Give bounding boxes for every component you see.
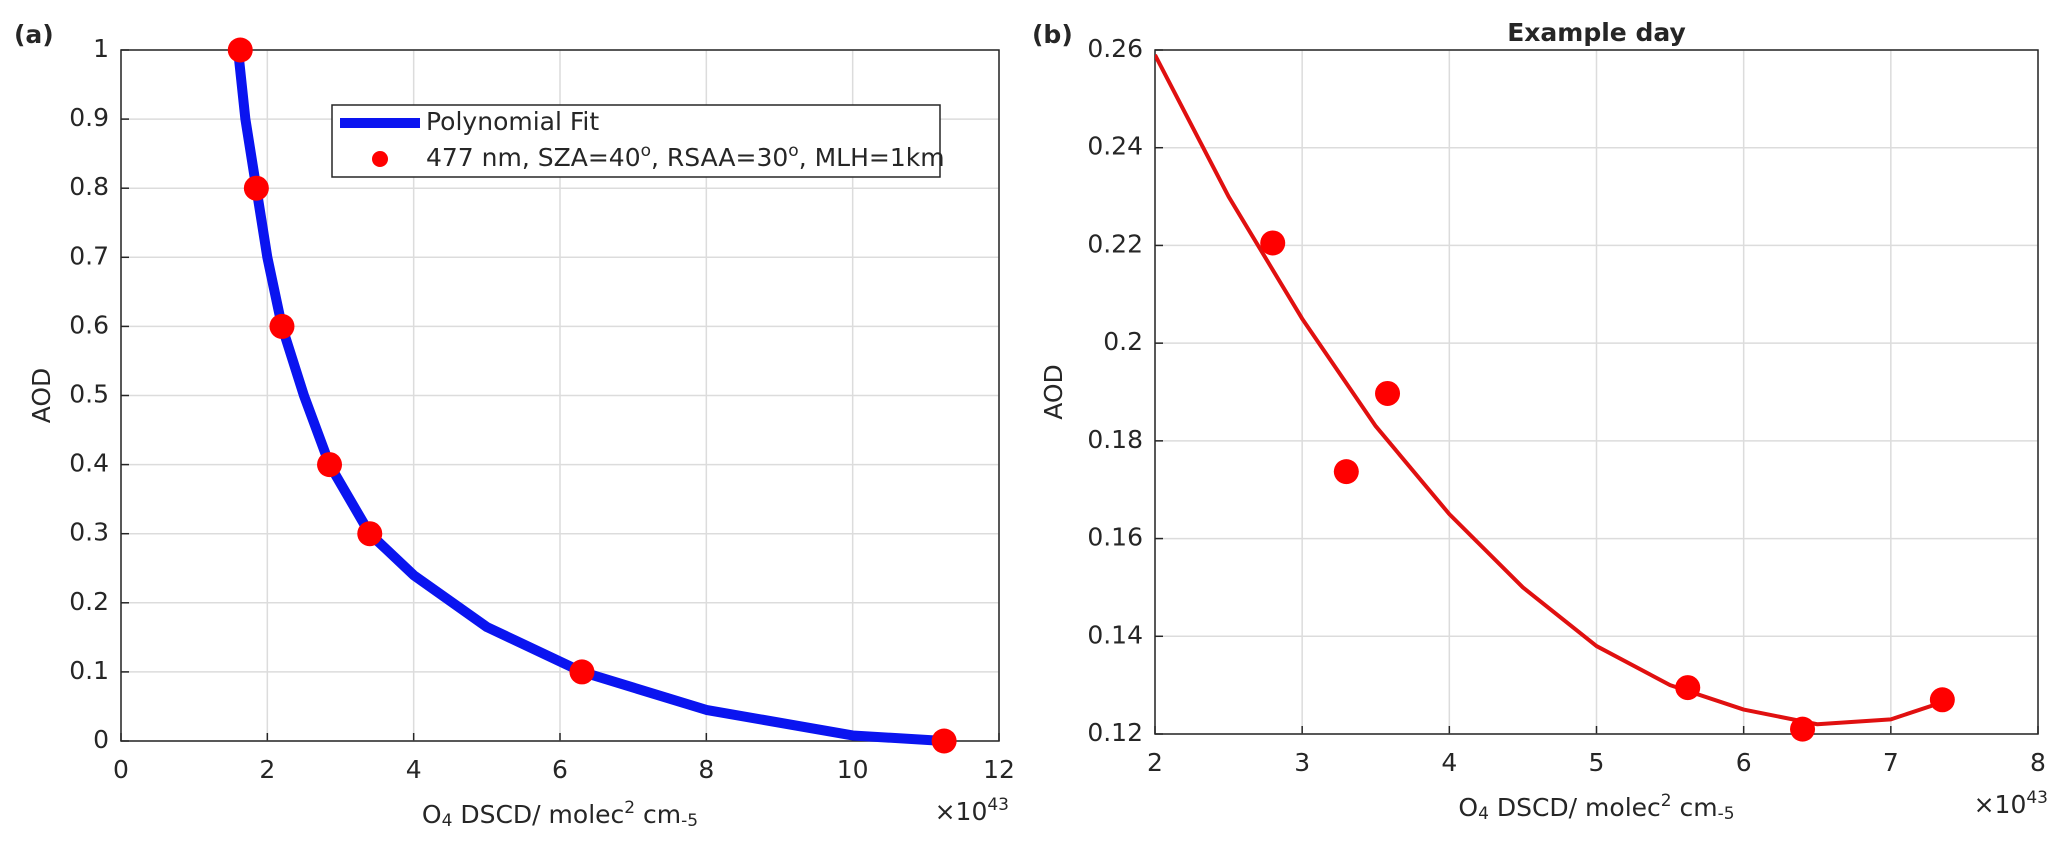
x-tick-label: 12 xyxy=(983,755,1015,784)
y-tick-label: 0.8 xyxy=(69,172,109,201)
legend-label: Polynomial Fit xyxy=(426,107,599,136)
label-part: O xyxy=(422,800,442,829)
label-part: 4 xyxy=(1478,804,1489,824)
label-part: 43 xyxy=(2026,788,2048,808)
data-point xyxy=(1260,230,1286,256)
label-part: Polynomial Fit xyxy=(426,107,599,136)
y-tick-label: 1 xyxy=(93,34,109,63)
panel-label: (a) xyxy=(14,20,54,49)
data-point xyxy=(357,521,383,547)
label-part: DSCD/ molec xyxy=(452,800,624,829)
x-tick-label: 4 xyxy=(1441,748,1457,777)
y-tick-label: 0.16 xyxy=(1087,523,1143,552)
y-tick-label: 0.2 xyxy=(1103,327,1143,356)
label-part: -5 xyxy=(681,811,698,831)
x-tick-label: 7 xyxy=(1883,748,1899,777)
y-tick-label: 0.6 xyxy=(69,310,109,339)
label-part: o xyxy=(641,141,651,161)
y-tick-label: 0.22 xyxy=(1087,229,1143,258)
label-part: , RSAA=30 xyxy=(651,143,788,172)
y-tick-label: 0.14 xyxy=(1087,620,1143,649)
y-tick-label: 0.9 xyxy=(69,103,109,132)
label-part: 43 xyxy=(987,795,1009,815)
x-tick-label: 4 xyxy=(406,755,422,784)
x-tick-label: 8 xyxy=(2030,748,2046,777)
y-tick-label: 0.26 xyxy=(1087,34,1143,63)
legend-label: 477 nm, SZA=40o, RSAA=30o, MLH=1km xyxy=(426,141,945,172)
x-scale-label: ×1043 xyxy=(935,795,1009,826)
chart-title: Example day xyxy=(1507,18,1686,47)
label-part: O xyxy=(1458,793,1478,822)
x-axis-label: O4 DSCD/ molec2 cm-5 xyxy=(422,798,698,831)
data-point xyxy=(569,659,595,685)
x-scale-label: ×1043 xyxy=(1974,788,2048,819)
y-tick-label: 0 xyxy=(93,725,109,754)
legend-swatch xyxy=(372,151,388,167)
x-axis-label: O4 DSCD/ molec2 cm-5 xyxy=(1458,791,1734,824)
y-tick-label: 0.12 xyxy=(1087,718,1143,747)
x-tick-label: 5 xyxy=(1589,748,1605,777)
data-point xyxy=(1790,716,1816,742)
label-part: -5 xyxy=(1718,804,1735,824)
x-tick-label: 2 xyxy=(1147,748,1163,777)
y-tick-label: 0.1 xyxy=(69,656,109,685)
data-point xyxy=(1929,687,1955,713)
y-tick-label: 0.18 xyxy=(1087,425,1143,454)
x-tick-label: 2 xyxy=(259,755,275,784)
x-tick-label: 6 xyxy=(552,755,568,784)
y-tick-label: 0.5 xyxy=(69,380,109,409)
y-axis-label: AOD xyxy=(27,368,56,424)
y-tick-label: 0.2 xyxy=(69,587,109,616)
data-point xyxy=(1675,675,1701,701)
data-point xyxy=(317,452,343,478)
y-tick-label: 0.4 xyxy=(69,449,109,478)
x-tick-label: 10 xyxy=(837,755,869,784)
label-part: 4 xyxy=(442,811,453,831)
label-part: , MLH=1km xyxy=(799,143,945,172)
y-tick-label: 0.7 xyxy=(69,241,109,270)
y-axis-label: AOD xyxy=(1039,364,1068,420)
label-part: cm xyxy=(1672,793,1718,822)
label-part: o xyxy=(788,141,798,161)
y-tick-label: 0.3 xyxy=(69,518,109,547)
x-tick-label: 6 xyxy=(1736,748,1752,777)
panel-label: (b) xyxy=(1032,20,1073,49)
data-point xyxy=(1333,459,1359,485)
label-part: DSCD/ molec xyxy=(1489,793,1661,822)
x-tick-label: 0 xyxy=(113,755,129,784)
label-part: cm xyxy=(635,800,681,829)
label-part: 2 xyxy=(1661,791,1672,811)
axes-frame xyxy=(1154,49,2039,735)
data-point xyxy=(931,728,957,754)
data-point xyxy=(269,313,295,339)
data-point xyxy=(227,37,253,63)
label-part: ×10 xyxy=(1974,790,2027,819)
data-point xyxy=(243,175,269,201)
x-tick-label: 3 xyxy=(1294,748,1310,777)
y-tick-label: 0.24 xyxy=(1087,132,1143,161)
axes-frame xyxy=(120,49,1000,742)
legend-box xyxy=(331,104,941,178)
x-tick-label: 8 xyxy=(698,755,714,784)
label-part: 2 xyxy=(624,798,635,818)
label-part: ×10 xyxy=(935,797,988,826)
label-part: 477 nm, SZA=40 xyxy=(426,143,641,172)
fit-line xyxy=(1155,53,1943,727)
data-point xyxy=(1375,380,1401,406)
